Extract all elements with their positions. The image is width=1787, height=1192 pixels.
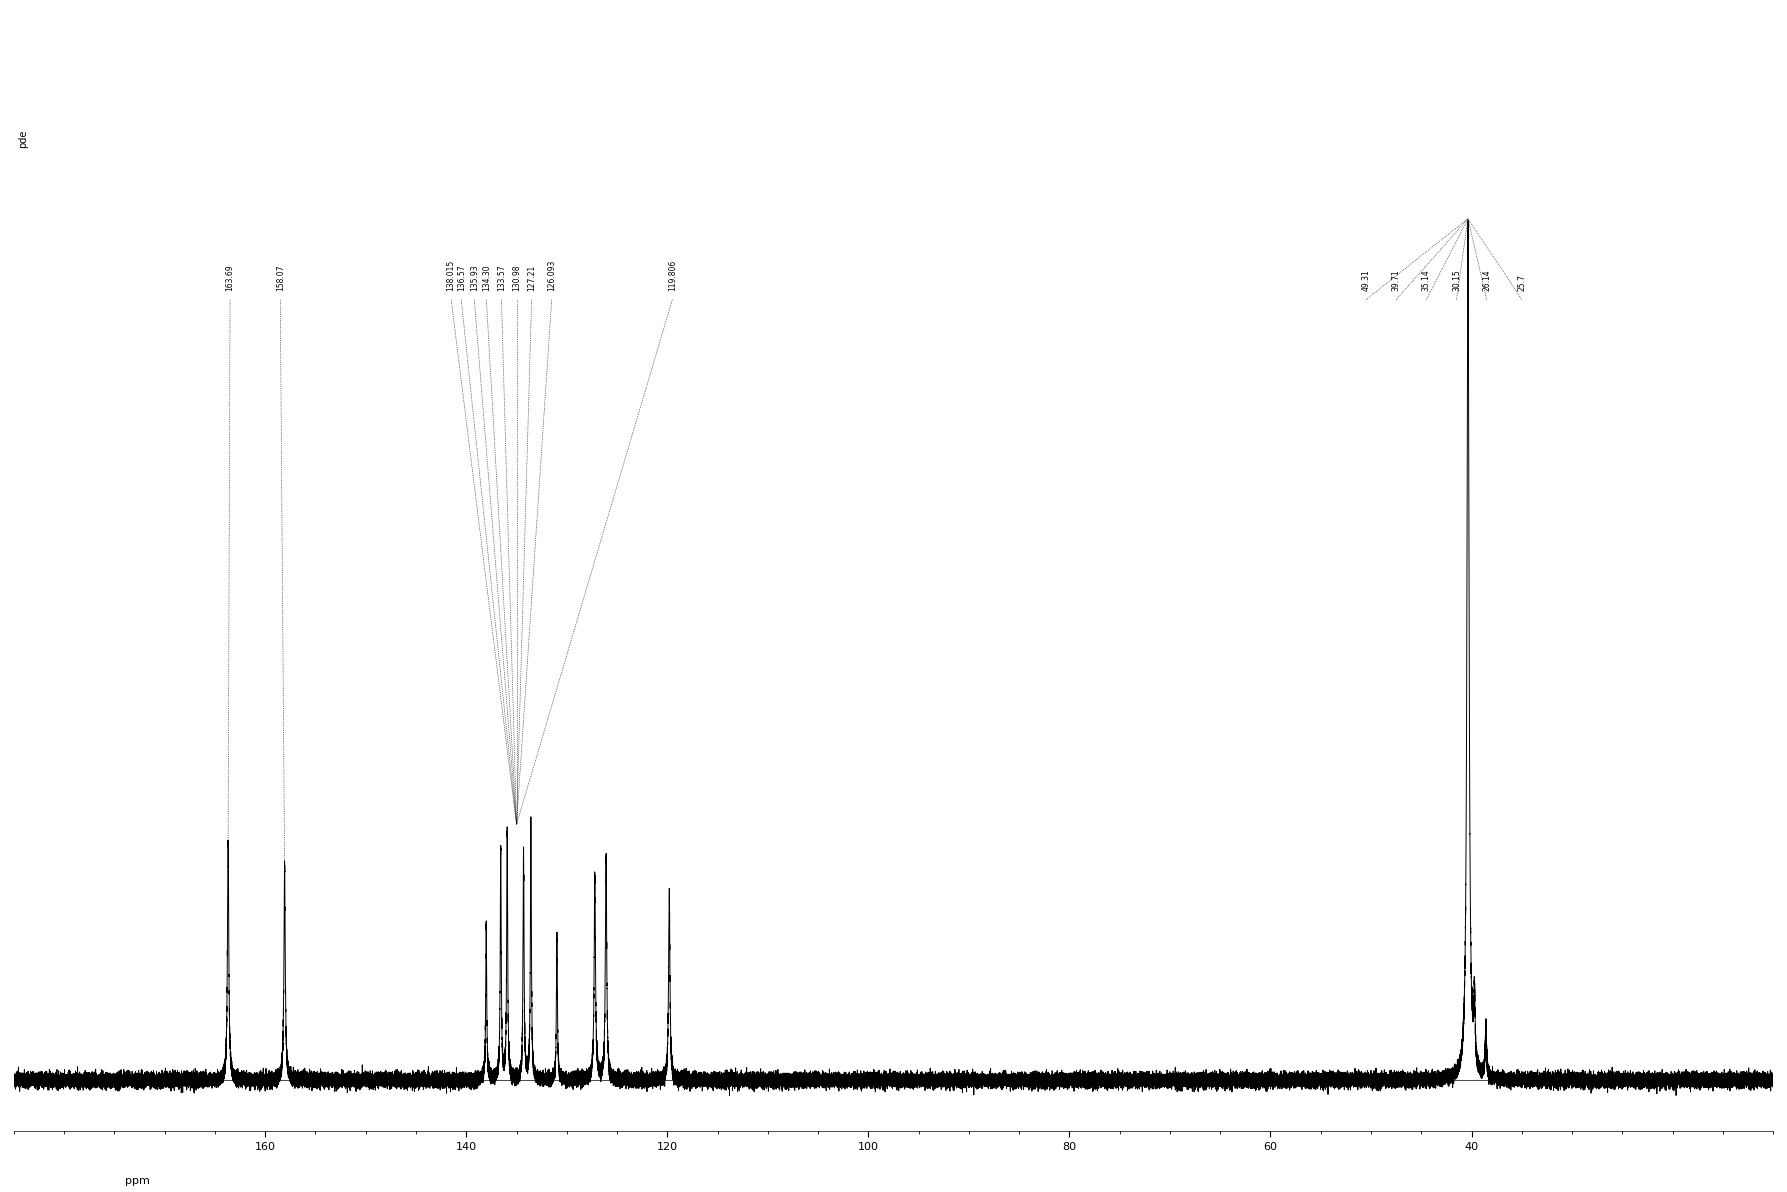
Text: 127.21: 127.21 bbox=[527, 265, 536, 291]
Text: 136.57: 136.57 bbox=[457, 265, 466, 291]
Text: 119.806: 119.806 bbox=[668, 260, 677, 291]
Text: 163.69: 163.69 bbox=[225, 265, 234, 291]
Text: 49.31: 49.31 bbox=[1362, 269, 1371, 291]
Text: 25.7: 25.7 bbox=[1517, 274, 1526, 291]
Text: 133.57: 133.57 bbox=[497, 265, 506, 291]
Text: 30.15: 30.15 bbox=[1453, 269, 1462, 291]
Text: pde: pde bbox=[18, 130, 27, 148]
Text: 39.71: 39.71 bbox=[1392, 269, 1401, 291]
Text: 130.98: 130.98 bbox=[513, 265, 522, 291]
Text: 35.14: 35.14 bbox=[1422, 269, 1431, 291]
X-axis label: ppm: ppm bbox=[125, 1177, 150, 1186]
Text: 138.015: 138.015 bbox=[447, 260, 456, 291]
Text: 135.93: 135.93 bbox=[470, 265, 479, 291]
Text: 126.093: 126.093 bbox=[547, 260, 556, 291]
Text: 158.07: 158.07 bbox=[275, 265, 284, 291]
Text: 26.14: 26.14 bbox=[1481, 269, 1490, 291]
Text: 134.30: 134.30 bbox=[482, 265, 491, 291]
